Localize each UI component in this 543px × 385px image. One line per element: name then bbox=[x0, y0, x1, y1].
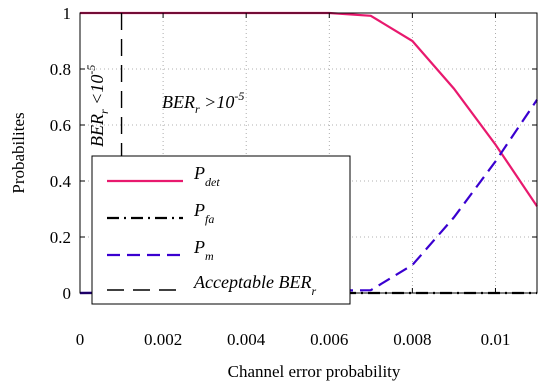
legend: Pdet Pfa Pm Acceptable BERr bbox=[91, 155, 351, 305]
y-tick-label: 0.6 bbox=[50, 116, 71, 135]
axis-ticks: 0 0.002 0.004 0.006 0.008 0.01 0 0.2 0.4 0.6 0.8 1 bbox=[50, 4, 537, 349]
y-tick-label: 0.4 bbox=[50, 172, 72, 191]
legend-label: Acceptable BERr bbox=[193, 272, 316, 298]
annotations: BERr <10-5 BERr >10-5 bbox=[84, 65, 244, 147]
x-tick-label: 0.006 bbox=[310, 330, 348, 349]
y-tick-label: 1 bbox=[63, 4, 72, 23]
legend-label: Pdet bbox=[193, 163, 220, 189]
x-tick-label: 0.004 bbox=[227, 330, 266, 349]
y-tick-label: 0.2 bbox=[50, 228, 71, 247]
annotation-ber-left: BERr <10-5 bbox=[84, 65, 111, 147]
legend-label: Pm bbox=[193, 237, 214, 263]
legend-label: Pfa bbox=[193, 200, 214, 226]
x-tick-label: 0.01 bbox=[481, 330, 511, 349]
x-tick-label: 0 bbox=[76, 330, 85, 349]
annotation-ber-right: BERr >10-5 bbox=[162, 89, 244, 116]
x-tick-label: 0.002 bbox=[144, 330, 182, 349]
x-axis-label: Channel error probability bbox=[228, 362, 401, 381]
x-tick-label: 0.008 bbox=[393, 330, 431, 349]
y-tick-label: 0.8 bbox=[50, 60, 71, 79]
y-axis-label: Probabilites bbox=[9, 112, 28, 193]
y-tick-label: 0 bbox=[63, 284, 72, 303]
